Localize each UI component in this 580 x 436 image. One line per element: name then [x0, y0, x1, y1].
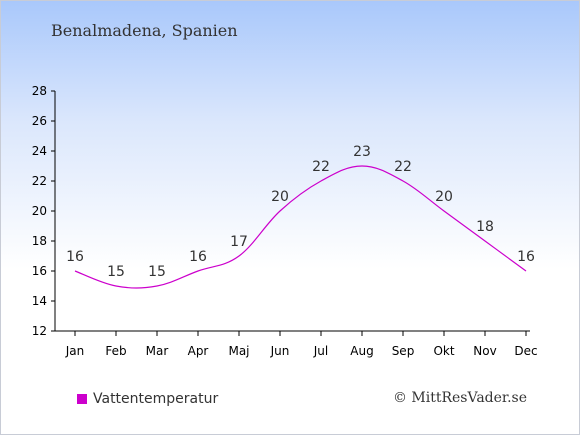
x-tick-label: Aug: [350, 344, 373, 358]
x-tick-label: Feb: [105, 344, 126, 358]
data-label: 20: [271, 189, 289, 205]
y-tick-label: 26: [32, 114, 47, 128]
data-label: 22: [312, 159, 330, 175]
x-tick-label: Okt: [433, 344, 454, 358]
x-tick-label: Jan: [65, 344, 85, 358]
x-tick-label: Jul: [313, 344, 328, 358]
y-tick-label: 16: [32, 264, 47, 278]
data-label: 16: [66, 249, 84, 265]
data-label: 16: [189, 249, 207, 265]
y-tick-label: 14: [32, 294, 47, 308]
x-tick-label: Mar: [146, 344, 169, 358]
y-tick-label: 28: [32, 84, 47, 98]
x-tick-label: Dec: [514, 344, 537, 358]
data-label: 22: [394, 159, 412, 175]
legend-label: Vattentemperatur: [93, 391, 218, 407]
legend: Vattentemperatur: [77, 391, 218, 407]
data-labels: 16 15 15 16 17 20 22 23 22 20 18 16: [66, 144, 535, 280]
copyright-credit: © MittResVader.se: [393, 390, 527, 406]
data-label: 18: [476, 219, 494, 235]
data-label: 20: [435, 189, 453, 205]
y-axis: 12 14 16 18 20 22 24 26 28: [32, 84, 55, 338]
data-label: 16: [517, 249, 535, 265]
x-tick-label: Maj: [228, 344, 249, 358]
y-tick-label: 12: [32, 324, 47, 338]
series-line: [75, 166, 526, 288]
y-tick-label: 18: [32, 234, 47, 248]
x-tick-label: Nov: [473, 344, 496, 358]
x-tick-label: Apr: [188, 344, 209, 358]
x-tick-label: Jun: [270, 344, 290, 358]
data-label: 15: [107, 264, 125, 280]
x-tick-label: Sep: [392, 344, 415, 358]
x-axis: Jan Feb Mar Apr Maj Jun Jul Aug Sep Okt Nov Dec: [55, 331, 538, 358]
data-label: 17: [230, 234, 248, 250]
y-tick-label: 24: [32, 144, 47, 158]
data-label: 23: [353, 144, 371, 160]
y-tick-label: 22: [32, 174, 47, 188]
data-label: 15: [148, 264, 166, 280]
legend-swatch: [77, 394, 87, 404]
series-group: [75, 166, 526, 288]
y-tick-label: 20: [32, 204, 47, 218]
